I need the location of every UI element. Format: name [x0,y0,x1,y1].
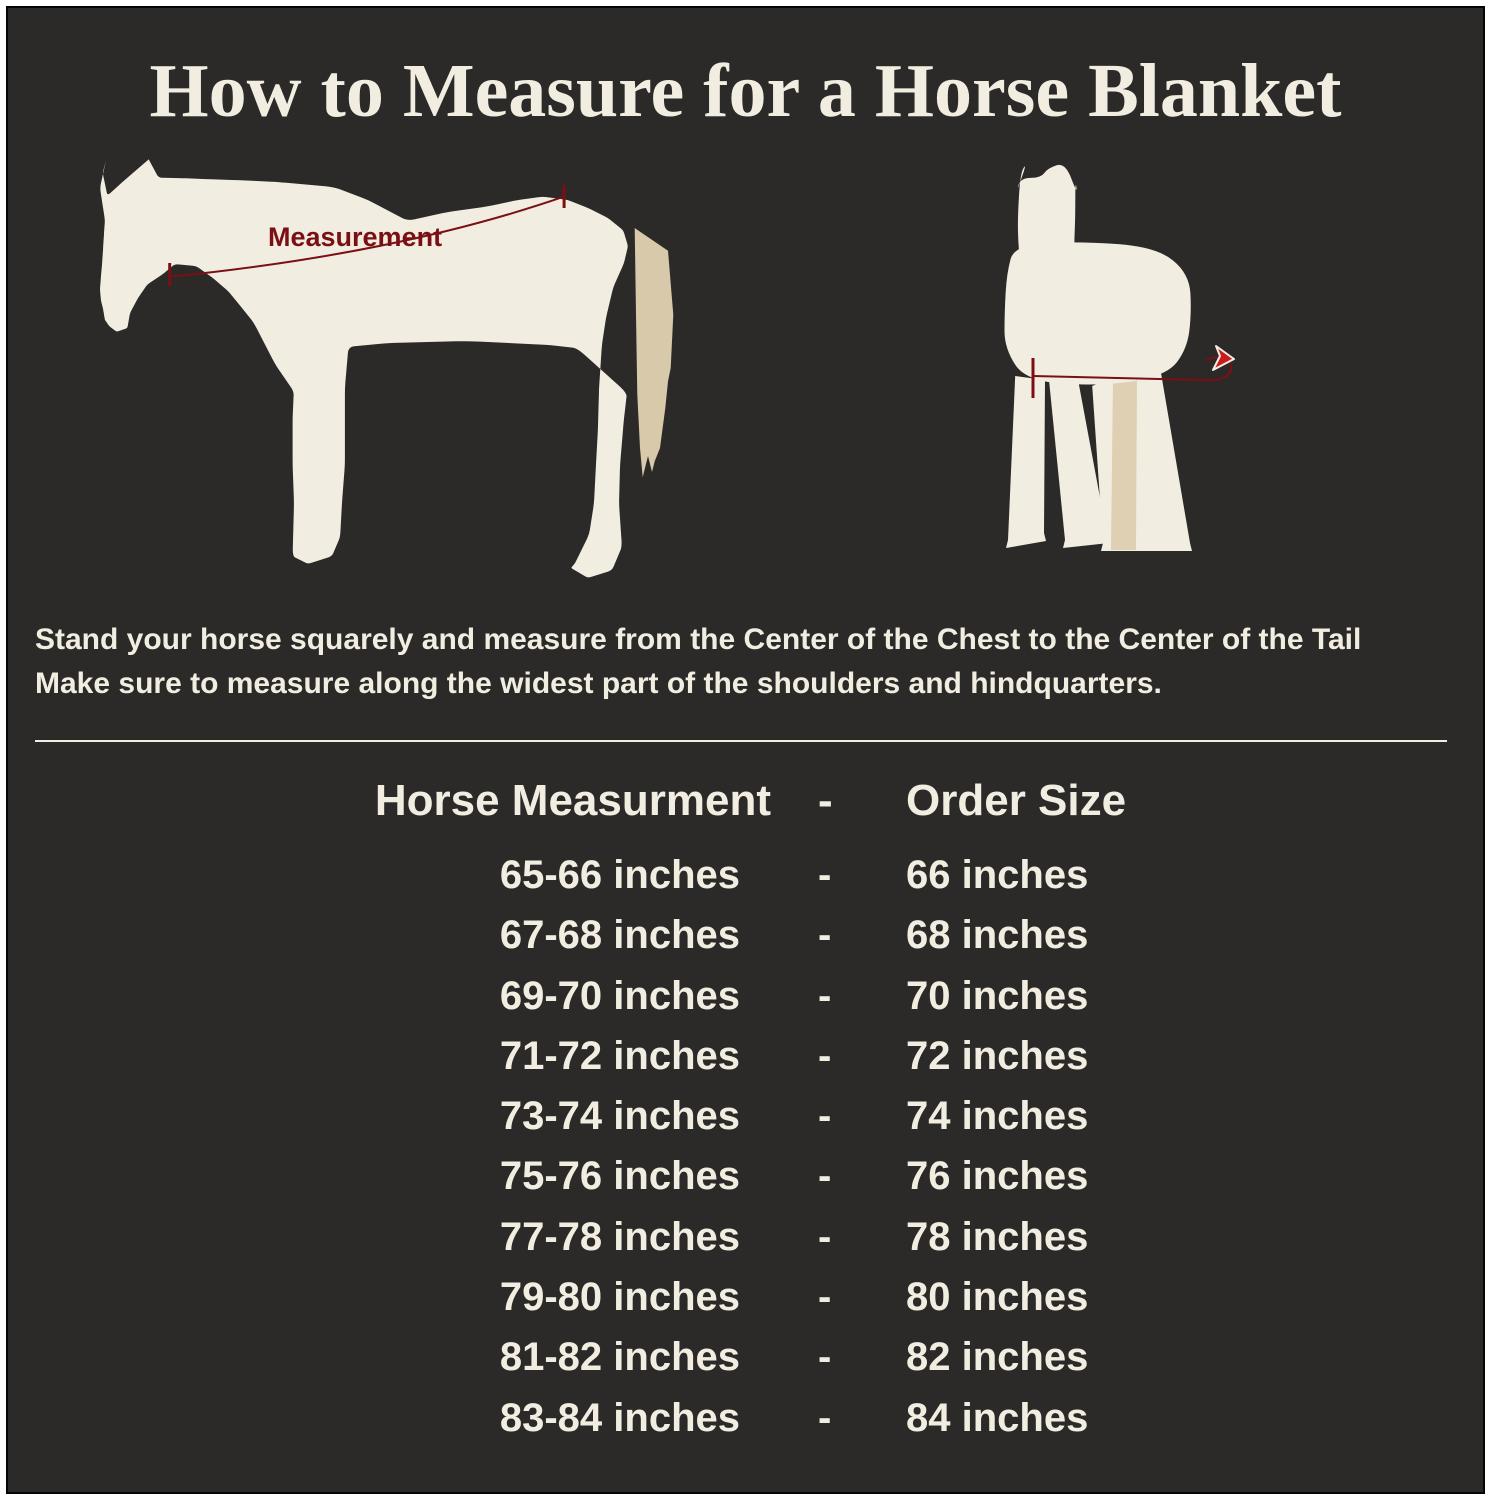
svg-text:Measurement: Measurement [268,222,442,252]
